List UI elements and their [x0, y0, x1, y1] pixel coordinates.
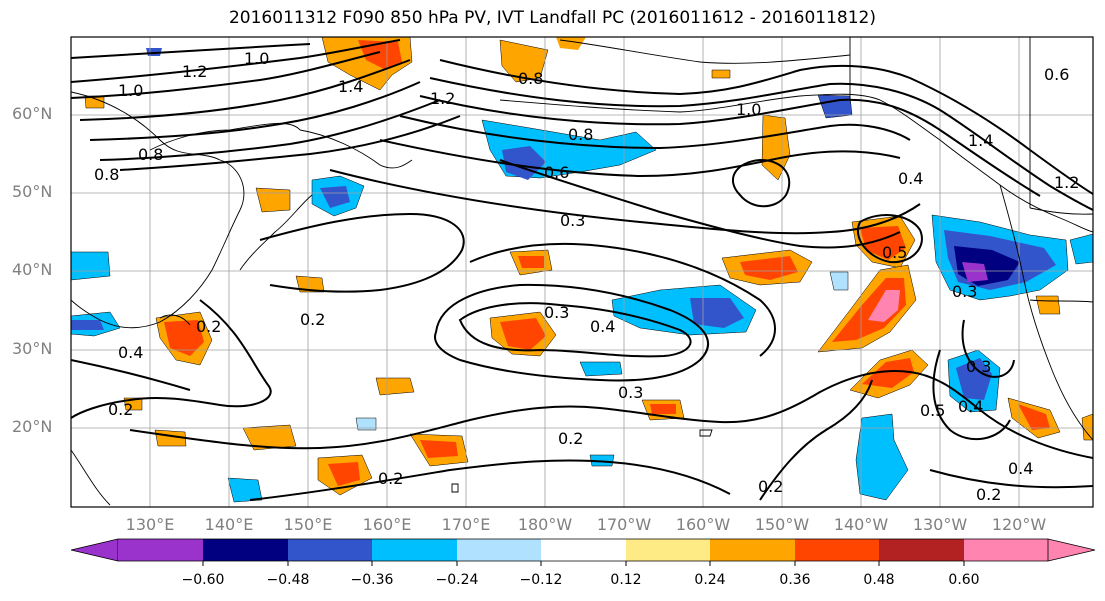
negative-anomaly — [71, 48, 1093, 503]
contour-label: 0.4 — [118, 343, 143, 362]
colorbar — [70, 538, 1096, 566]
contour-label: 0.2 — [108, 400, 133, 419]
graticule — [71, 37, 1093, 507]
contour-label: 1.0 — [736, 100, 761, 119]
contour-labels: 1.2 1.0 1.0 1.4 0.8 1.2 0.8 0.8 1.0 0.6 … — [94, 49, 1079, 504]
contour-label: 0.2 — [196, 317, 221, 336]
contour-label: 0.5 — [920, 401, 945, 420]
colorbar-bin — [626, 539, 710, 561]
contour-label: 1.0 — [244, 49, 269, 68]
contour-label: 0.2 — [378, 469, 403, 488]
lat-label: 20°N — [12, 417, 53, 436]
lon-label: 130°W — [912, 515, 968, 534]
contour-label: 0.2 — [976, 485, 1001, 504]
contour-label: 1.0 — [118, 81, 143, 100]
contour-label: 0.5 — [882, 243, 907, 262]
lat-label: 40°N — [12, 260, 53, 279]
contour-label: 0.6 — [544, 163, 569, 182]
contour-label: 0.2 — [300, 310, 325, 329]
lon-label: 150°W — [754, 515, 810, 534]
contour-label: 0.8 — [94, 165, 119, 184]
lon-label: 180°W — [517, 515, 573, 534]
contour-label: 0.8 — [518, 69, 543, 88]
contour-label: 0.4 — [590, 317, 615, 336]
contour-label: 0.3 — [560, 211, 585, 230]
lon-label: 170°E — [441, 515, 491, 534]
lat-label: 60°N — [12, 104, 53, 123]
contour-label: 0.8 — [138, 145, 163, 164]
map-title: 2016011312 F090 850 hPa PV, IVT Landfall… — [228, 8, 876, 28]
contour-label: 1.2 — [430, 89, 455, 108]
contour-label: 0.3 — [544, 303, 569, 322]
colorbar-tick-label: 0.12 — [610, 572, 642, 588]
lon-label: 140°E — [204, 515, 254, 534]
colorbar-tick-label: −0.12 — [519, 572, 563, 588]
lon-label: 160°E — [362, 515, 412, 534]
colorbar-bin — [118, 539, 203, 561]
colorbar-bin — [203, 539, 288, 561]
colorbar-tick-label: 0.48 — [863, 572, 895, 588]
colorbar-tick-label: 0.36 — [779, 572, 811, 588]
lon-label: 160°W — [675, 515, 731, 534]
colorbar-tick-label: −0.60 — [181, 572, 225, 588]
colorbar-tick-label: −0.36 — [350, 572, 394, 588]
colorbar-bin — [710, 539, 795, 561]
colorbar-bin — [288, 539, 372, 561]
lon-label: 120°W — [991, 515, 1047, 534]
lon-label: 140°W — [833, 515, 889, 534]
contour-label: 0.2 — [558, 429, 583, 448]
contour-label: 1.4 — [338, 77, 363, 96]
contour-label: 0.4 — [958, 397, 983, 416]
colorbar-min-extend — [70, 538, 119, 562]
colorbar-max-extend — [1047, 538, 1096, 562]
contour-label: 1.4 — [968, 131, 993, 150]
lat-label: 30°N — [12, 339, 53, 358]
contour-label: 1.2 — [182, 62, 207, 81]
contour-label: 1.2 — [1054, 173, 1079, 192]
colorbar-bin — [457, 539, 541, 561]
colorbar-bin — [879, 539, 964, 561]
coastlines — [71, 39, 1093, 506]
colorbar-tick-label: 0.24 — [694, 572, 726, 588]
colorbar-bin — [795, 539, 879, 561]
contour-label: 0.8 — [568, 125, 593, 144]
colorbar-bin — [964, 539, 1048, 561]
lon-label: 150°E — [283, 515, 333, 534]
colorbar-tick-label: −0.24 — [435, 572, 479, 588]
colorbar-bin — [541, 539, 626, 561]
contour-label: 0.2 — [758, 477, 783, 496]
lat-label: 50°N — [12, 182, 53, 201]
contour-label: 0.4 — [898, 169, 923, 188]
contour-label: 0.6 — [1044, 65, 1069, 84]
boundaries — [849, 37, 1093, 303]
map-frame — [70, 36, 1094, 508]
contour-label: 0.4 — [1008, 459, 1033, 478]
lon-label: 130°E — [125, 515, 175, 534]
lon-label: 170°W — [596, 515, 652, 534]
colorbar-bin — [372, 539, 457, 561]
contour-label: 0.3 — [952, 282, 977, 301]
colorbar-tick-label: 0.60 — [948, 572, 980, 588]
contour-label: 0.3 — [966, 357, 991, 376]
colorbar-tick-label: −0.48 — [266, 572, 310, 588]
pv-contours — [71, 39, 1093, 501]
contour-label: 0.3 — [618, 383, 643, 402]
